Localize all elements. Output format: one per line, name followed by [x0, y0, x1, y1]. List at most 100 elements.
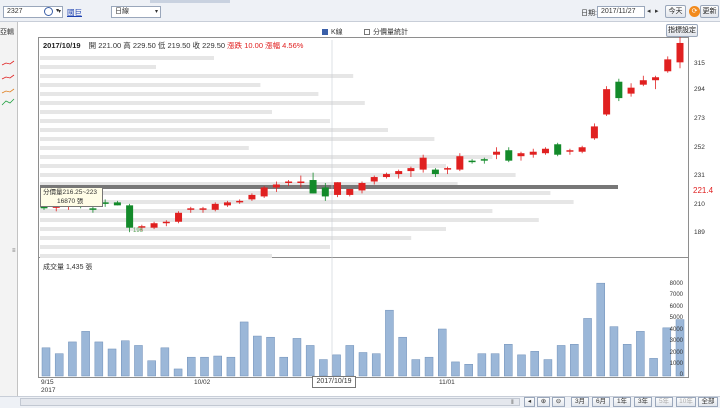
refresh-label: 更新: [702, 8, 717, 15]
candle-body: [236, 200, 244, 203]
dist-bar: [40, 209, 493, 213]
volume-bar: [464, 364, 473, 377]
quote-low: 低 219.50: [157, 41, 191, 50]
candle-body: [382, 174, 390, 178]
dist-bar: [40, 200, 574, 204]
sparkline-1: [1, 60, 15, 66]
volume-bar: [530, 351, 539, 377]
y-tick: 231: [694, 172, 705, 179]
x-cursor-label: 2017/10/19: [312, 376, 356, 388]
indicator-settings-button[interactable]: 指標設定: [666, 24, 698, 37]
dist-bar: [40, 146, 249, 150]
zoom-out-icon[interactable]: ⊖: [552, 397, 565, 407]
range-6m-label: 6月: [595, 398, 607, 405]
candle-body: [541, 148, 549, 154]
scroll-left-button[interactable]: ◂: [524, 397, 535, 407]
candle-body: [309, 180, 317, 194]
dist-bar: [40, 155, 493, 159]
quote-line: 2017/10/19 開 221.00 高 229.50 低 219.50 收 …: [43, 40, 303, 51]
volume-bar: [451, 361, 460, 377]
price-chart-frame: [38, 37, 689, 258]
today-label: 今天: [668, 8, 683, 15]
refresh-icon[interactable]: ⟳: [689, 6, 700, 17]
candle-body: [138, 226, 146, 228]
dist-bar: [40, 182, 458, 186]
next-arrow-icon[interactable]: ▸: [655, 8, 659, 15]
vol-tick: 8000: [669, 281, 683, 287]
candle-body: [150, 223, 158, 228]
dist-bar: [40, 56, 214, 60]
sparkline-4: [1, 98, 15, 106]
stock-name-link[interactable]: 國巨: [67, 8, 82, 17]
period-select[interactable]: 日線 ▾: [111, 6, 161, 18]
volume-bar: [504, 344, 513, 377]
horizontal-scrollbar[interactable]: ⦀: [20, 398, 520, 406]
range-5y-button[interactable]: 5年: [655, 397, 673, 407]
prev-arrow-icon[interactable]: ◂: [647, 8, 651, 15]
chevron-down-icon[interactable]: ▾: [57, 9, 61, 15]
chevron-down-icon[interactable]: ▾: [56, 8, 60, 14]
volume-bar: [239, 321, 249, 377]
legend-kline[interactable]: K線: [322, 27, 343, 37]
volume-bar: [570, 344, 579, 377]
volume-bar: [68, 341, 77, 377]
range-all-button[interactable]: 全部: [698, 397, 718, 407]
volume-bar: [583, 318, 592, 377]
range-3m-label: 3月: [574, 398, 586, 405]
dist-bar: [40, 128, 388, 132]
dist-bar: [40, 74, 354, 78]
volume-bar: [266, 336, 275, 377]
legend-dist[interactable]: 分價量統計: [364, 27, 408, 37]
dist-bar: [40, 245, 330, 249]
range-3y-button[interactable]: 3年: [634, 397, 652, 407]
candle-body: [52, 206, 60, 208]
candle-body: [101, 202, 109, 204]
range-6m-button[interactable]: 6月: [592, 397, 610, 407]
quote-high: 高 229.50: [123, 41, 156, 50]
rail-resize-handle[interactable]: ≡: [12, 248, 16, 254]
refresh-button[interactable]: 更新: [700, 5, 719, 18]
candle-body: [627, 87, 635, 94]
x-tick-date: 9/15: [41, 379, 54, 386]
candle-body: [419, 157, 427, 170]
dist-checkbox[interactable]: [364, 29, 370, 36]
chevron-down-icon[interactable]: ▾: [154, 9, 158, 15]
candle-body: [468, 160, 476, 163]
candle-body: [248, 194, 256, 200]
volume-bar: [385, 309, 394, 377]
date-label: 日期:: [581, 10, 597, 17]
candle-body: [456, 156, 464, 170]
candle-body: [285, 181, 293, 184]
vol-tick: 2000: [669, 350, 683, 356]
volume-bar: [41, 347, 51, 377]
zoom-in-icon[interactable]: ⊕: [537, 397, 550, 407]
vol-tick: 3000: [669, 338, 683, 344]
kline-checkbox[interactable]: [322, 29, 328, 36]
vol-tick: 4000: [669, 327, 683, 333]
dist-bar: [40, 191, 551, 195]
range-3m-button[interactable]: 3月: [571, 397, 589, 407]
volume-bar: [477, 353, 487, 377]
candle-body: [444, 168, 452, 170]
today-button[interactable]: 今天: [665, 5, 686, 18]
candle-body: [590, 126, 598, 139]
candle-body: [162, 221, 170, 224]
candle-body: [199, 208, 207, 210]
volume-bar: [305, 345, 315, 377]
volume-bar: [173, 368, 183, 377]
date-input[interactable]: 2017/11/27: [597, 6, 645, 18]
candle-body: [89, 208, 97, 210]
range-1y-button[interactable]: 1年: [613, 397, 631, 407]
dist-tooltip: 分價量216.25~223 16870 張: [40, 187, 103, 207]
candle-body: [517, 153, 525, 157]
scroll-thumb[interactable]: ⦀: [511, 400, 514, 406]
candle-body: [113, 202, 121, 206]
dist-bar: [40, 218, 539, 222]
range-10y-button[interactable]: 10年: [676, 397, 696, 407]
candle-body: [407, 168, 415, 172]
volume-bar: [107, 348, 117, 377]
search-icon[interactable]: [44, 7, 53, 16]
low-marker: 196: [133, 228, 144, 234]
